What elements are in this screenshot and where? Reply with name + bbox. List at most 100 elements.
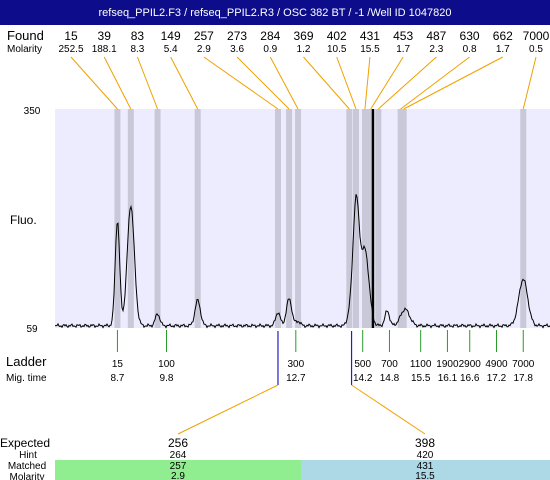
- header-title: refseq_PPIL2.F3 / refseq_PPIL2.R3 / OSC …: [98, 7, 451, 19]
- found-molarity-label: 0.5: [529, 44, 543, 55]
- molarity-label: Molarity: [7, 44, 42, 55]
- ladder-size-label: 1900: [436, 359, 459, 370]
- matched-value: 431: [417, 461, 434, 472]
- found-molarity-label: 2.3: [429, 44, 443, 55]
- hint-value: 420: [417, 450, 434, 461]
- ladder-size-label: 1100: [410, 359, 432, 370]
- peak-band: [127, 109, 134, 328]
- found-size-label: 284: [260, 29, 280, 43]
- found-size-label: 402: [327, 29, 347, 43]
- peak-bands: [114, 109, 527, 328]
- found-molarity-label: 5.4: [164, 44, 178, 55]
- ladder-mig-time-label: 16.6: [460, 373, 480, 384]
- found-connector-line: [364, 56, 371, 110]
- peak-band: [375, 109, 382, 328]
- ladder-mig-time-label: 12.7: [286, 373, 306, 384]
- peak-band: [194, 109, 201, 328]
- found-connector-line: [522, 56, 537, 110]
- found-molarity-label: 15.5: [360, 44, 380, 55]
- expected-label: Expected: [0, 436, 50, 450]
- peak-band: [274, 109, 281, 328]
- found-size-label: 453: [393, 29, 413, 43]
- peak-band: [295, 109, 302, 328]
- ladder-mig-time-label: 8.7: [110, 373, 124, 384]
- found-connector-line: [170, 56, 199, 110]
- expected-value: 256: [168, 436, 188, 450]
- fluorescence-trace: [54, 194, 550, 329]
- matched-value: 257: [170, 461, 187, 472]
- ladder-label: Ladder: [6, 354, 47, 369]
- ladder-size-label: 500: [354, 359, 371, 370]
- found-size-label: 83: [131, 29, 145, 43]
- found-molarity-label: 0.8: [463, 44, 477, 55]
- fluo-label: Fluo.: [10, 213, 37, 227]
- matched-molarity-value: 15.5: [415, 471, 435, 480]
- found-connector-line: [236, 56, 290, 110]
- peak-band: [154, 109, 161, 328]
- found-size-label: 662: [493, 29, 513, 43]
- found-molarity-label: 0.9: [263, 44, 277, 55]
- plot-area: [55, 109, 550, 328]
- ladder-size-label: 4900: [485, 359, 508, 370]
- found-size-label: 257: [194, 29, 214, 43]
- found-connector-line: [136, 56, 159, 110]
- y-tick-label-top: 350: [24, 106, 41, 117]
- mig-time-label: Mig. time: [6, 373, 47, 384]
- found-connector-line: [70, 56, 118, 110]
- expected-connector-line: [177, 384, 279, 435]
- found-size-label: 369: [293, 29, 313, 43]
- ladder-mig-time-label: 17.8: [514, 373, 534, 384]
- ladder-mig-time-label: 14.8: [380, 373, 400, 384]
- found-molarity-label: 8.3: [130, 44, 144, 55]
- ladder-mig-time-label: 17.2: [487, 373, 507, 384]
- matched-label: Matched: [8, 461, 46, 472]
- found-connector-line: [269, 56, 299, 110]
- matched-row-left: [55, 460, 301, 480]
- found-connector-line: [403, 56, 504, 110]
- ladder-markers: 15 8.7 100 9.8 300 12.7 500 14.2 700 14.8 1100 15.5…: [110, 330, 535, 384]
- found-size-label: 273: [227, 29, 247, 43]
- peak-band: [114, 109, 121, 328]
- expected-section: Expected Hint Matched Molarity 256264257…: [0, 331, 550, 480]
- found-connector-line: [400, 56, 470, 110]
- found-connector-line: [336, 56, 357, 110]
- found-connector-line: [303, 56, 350, 110]
- found-molarity-label: 2.9: [197, 44, 211, 55]
- expected-connector-line: [351, 384, 426, 435]
- found-molarity-label: 1.7: [496, 44, 510, 55]
- ladder-mig-time-label: 9.8: [160, 373, 174, 384]
- found-size-label: 487: [426, 29, 446, 43]
- found-connector-line: [103, 56, 132, 110]
- peak-band: [400, 109, 407, 328]
- header-bar: [0, 0, 550, 25]
- found-size-label: 149: [161, 29, 181, 43]
- ladder-size-label: 2900: [459, 359, 482, 370]
- ladder-size-label: 700: [381, 359, 398, 370]
- found-size-label: 7000: [523, 29, 550, 43]
- ladder-size-label: 100: [158, 359, 175, 370]
- ladder-mig-time-label: 14.2: [353, 373, 373, 384]
- peak-band: [367, 109, 374, 328]
- peak-band: [361, 109, 368, 328]
- found-molarity-label: 1.2: [297, 44, 311, 55]
- peak-band: [353, 109, 360, 328]
- matched-molarity-value: 2.9: [171, 471, 185, 480]
- ladder-mig-time-label: 15.5: [411, 373, 431, 384]
- y-tick-label-bottom: 59: [26, 324, 38, 335]
- matched-row-right: [301, 460, 550, 480]
- found-molarity-label: 1.7: [396, 44, 410, 55]
- ladder-size-label: 7000: [512, 359, 535, 370]
- molarity-bottom-label: Molarity: [9, 472, 44, 480]
- found-size-label: 39: [98, 29, 112, 43]
- ladder-mig-time-label: 16.1: [438, 373, 458, 384]
- found-connector-line: [377, 56, 437, 110]
- hint-label: Hint: [19, 450, 37, 461]
- found-size-label: 630: [460, 29, 480, 43]
- found-size-label: 15: [64, 29, 78, 43]
- peak-band: [286, 109, 293, 328]
- found-molarity-label: 3.6: [230, 44, 244, 55]
- peak-band: [520, 109, 527, 328]
- found-label: Found: [7, 28, 44, 43]
